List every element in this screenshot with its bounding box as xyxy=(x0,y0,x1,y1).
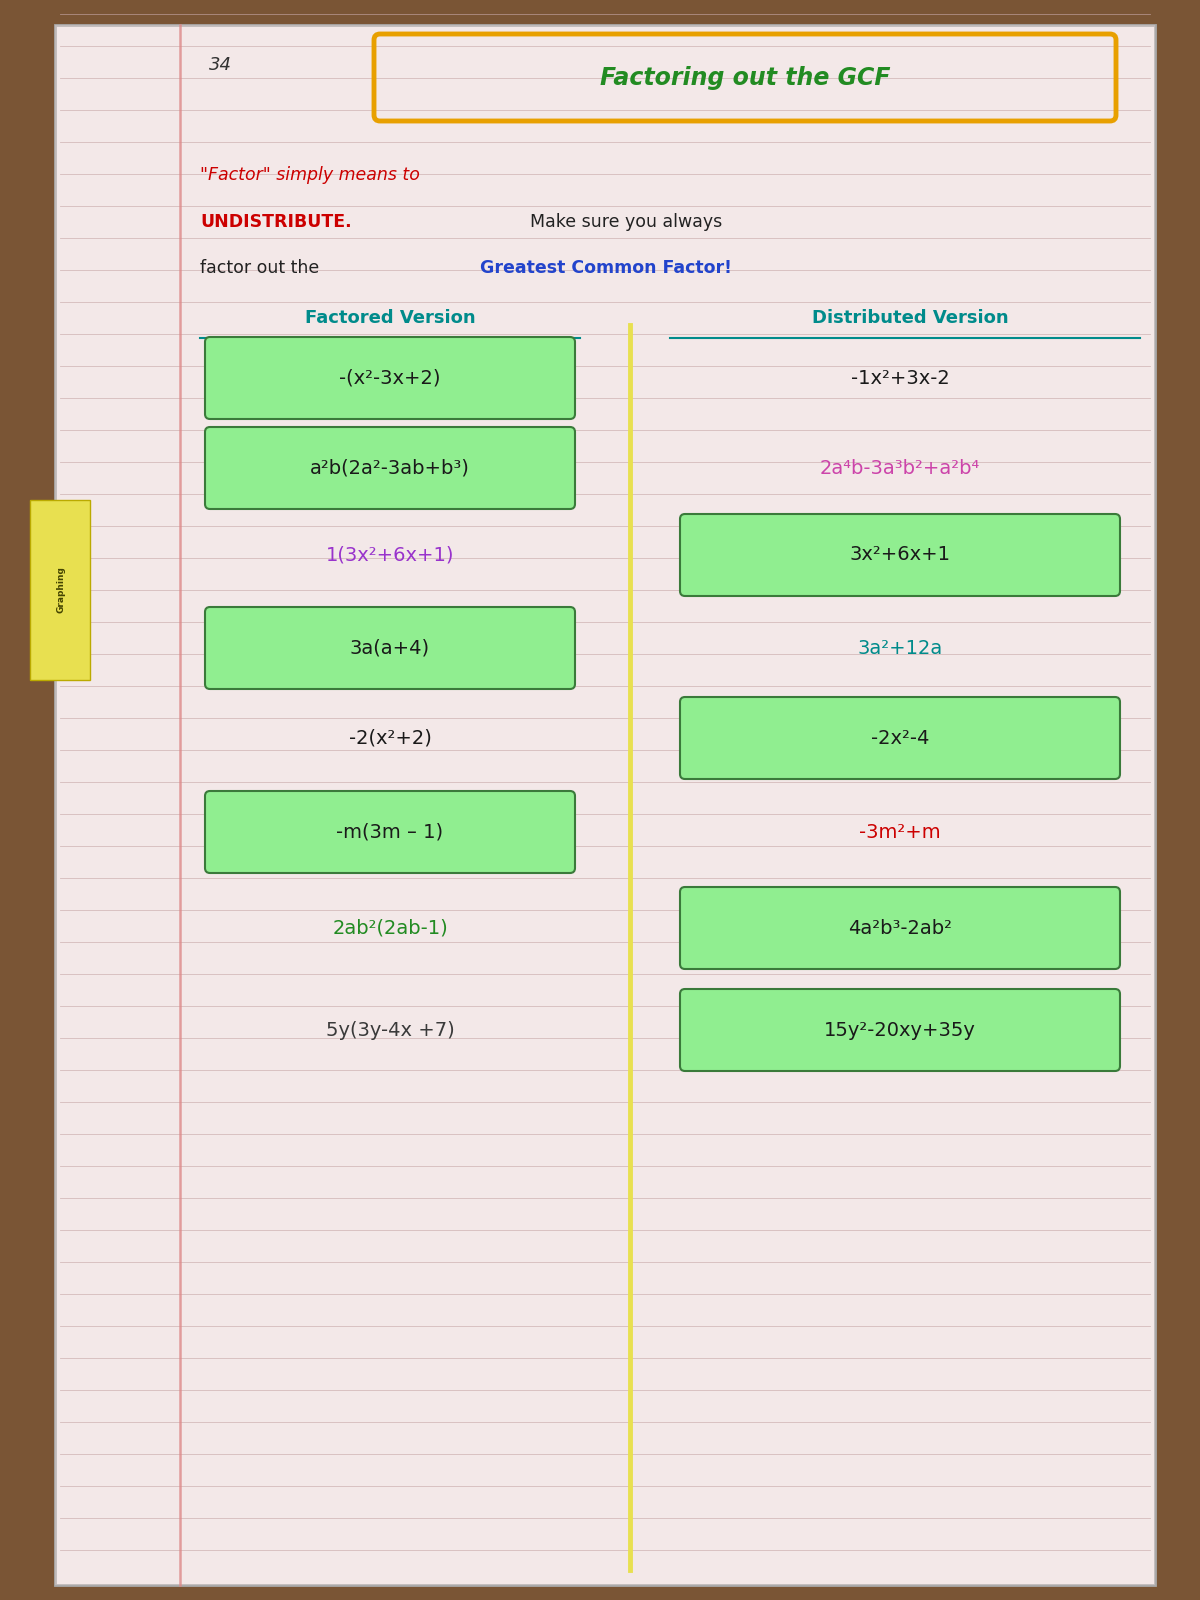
FancyBboxPatch shape xyxy=(30,499,90,680)
FancyBboxPatch shape xyxy=(205,338,575,419)
Text: 15y²-20xy+35y: 15y²-20xy+35y xyxy=(824,1021,976,1040)
Text: -2(x²+2): -2(x²+2) xyxy=(348,728,432,747)
Text: Make sure you always: Make sure you always xyxy=(530,213,722,230)
Text: -1x²+3x-2: -1x²+3x-2 xyxy=(851,368,949,387)
Text: UNDISTRIBUTE.: UNDISTRIBUTE. xyxy=(200,213,352,230)
FancyBboxPatch shape xyxy=(680,989,1120,1070)
Text: -(x²-3x+2): -(x²-3x+2) xyxy=(340,368,440,387)
Text: Factored Version: Factored Version xyxy=(305,309,475,326)
Text: 3x²+6x+1: 3x²+6x+1 xyxy=(850,546,950,565)
Text: 3a(a+4): 3a(a+4) xyxy=(350,638,430,658)
Text: a²b(2a²-3ab+b³): a²b(2a²-3ab+b³) xyxy=(310,459,470,477)
FancyBboxPatch shape xyxy=(55,26,1154,1586)
Text: 34: 34 xyxy=(209,56,232,74)
Text: Graphing: Graphing xyxy=(56,566,66,613)
Text: 5y(3y-4x +7): 5y(3y-4x +7) xyxy=(325,1021,455,1040)
FancyBboxPatch shape xyxy=(680,886,1120,970)
Text: factor out the: factor out the xyxy=(200,259,325,277)
Text: 3a²+12a: 3a²+12a xyxy=(857,638,943,658)
FancyBboxPatch shape xyxy=(205,790,575,874)
Text: 1(3x²+6x+1): 1(3x²+6x+1) xyxy=(325,546,455,565)
FancyBboxPatch shape xyxy=(55,26,1154,1586)
FancyBboxPatch shape xyxy=(680,514,1120,597)
Text: 2ab²(2ab-1): 2ab²(2ab-1) xyxy=(332,918,448,938)
Text: Factoring out the GCF: Factoring out the GCF xyxy=(600,66,890,90)
FancyBboxPatch shape xyxy=(680,698,1120,779)
Text: 2a⁴b-3a³b²+a²b⁴: 2a⁴b-3a³b²+a²b⁴ xyxy=(820,459,980,477)
Text: 4a²b³-2ab²: 4a²b³-2ab² xyxy=(848,918,952,938)
FancyBboxPatch shape xyxy=(205,427,575,509)
FancyBboxPatch shape xyxy=(205,606,575,690)
Text: -m(3m – 1): -m(3m – 1) xyxy=(336,822,444,842)
Text: Distributed Version: Distributed Version xyxy=(811,309,1008,326)
Text: Greatest Common Factor!: Greatest Common Factor! xyxy=(480,259,732,277)
Text: -2x²-4: -2x²-4 xyxy=(871,728,929,747)
Text: -3m²+m: -3m²+m xyxy=(859,822,941,842)
Text: "Factor" simply means to: "Factor" simply means to xyxy=(200,166,420,184)
